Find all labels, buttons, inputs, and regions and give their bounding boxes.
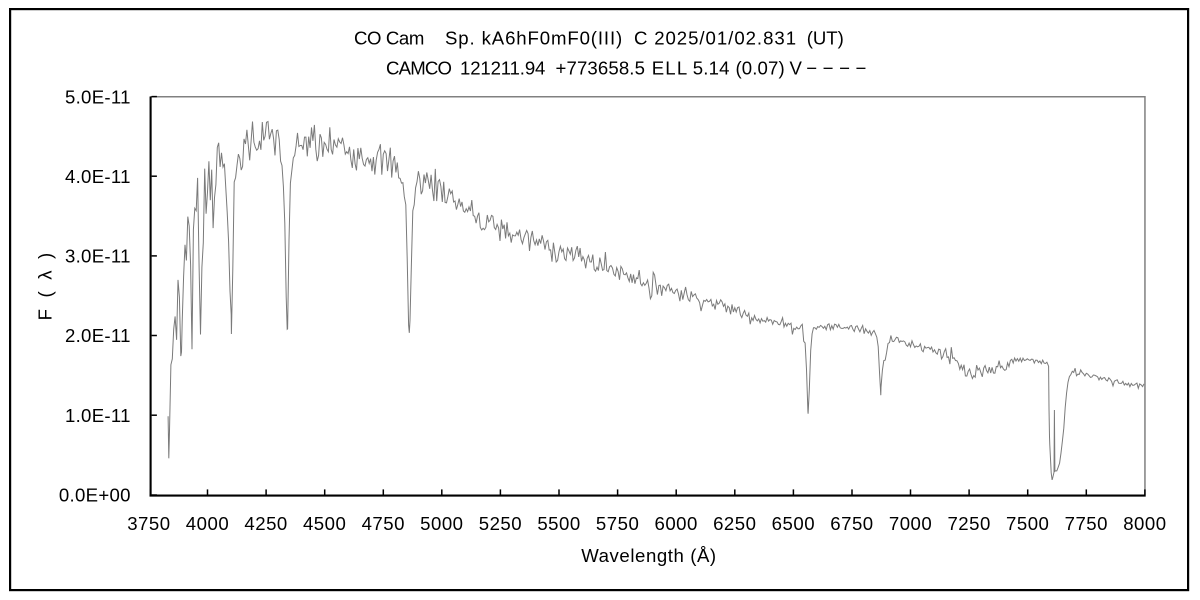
- svg-text:5500: 5500: [537, 513, 580, 534]
- svg-text:5750: 5750: [596, 513, 639, 534]
- svg-text:CAMCO: CAMCO: [386, 57, 452, 78]
- svg-text:+773658.5: +773658.5: [556, 57, 646, 78]
- svg-text:C: C: [634, 28, 647, 49]
- svg-text:F(λ): F(λ): [35, 241, 56, 320]
- svg-text:5000: 5000: [420, 513, 463, 534]
- svg-text:5.0E-11: 5.0E-11: [65, 86, 131, 107]
- svg-text:− − − −: − − − −: [806, 57, 866, 78]
- svg-text:6000: 6000: [655, 513, 698, 534]
- svg-text:(UT): (UT): [807, 28, 844, 49]
- svg-text:3.0E-11: 3.0E-11: [65, 246, 131, 267]
- svg-text:7000: 7000: [889, 513, 932, 534]
- svg-text:7500: 7500: [1006, 513, 1049, 534]
- svg-text:Wavelength (Å): Wavelength (Å): [581, 545, 717, 566]
- svg-text:6750: 6750: [830, 513, 873, 534]
- svg-text:7250: 7250: [947, 513, 990, 534]
- svg-text:2025/01/02.831: 2025/01/02.831: [654, 28, 797, 49]
- svg-text:6250: 6250: [713, 513, 756, 534]
- svg-text:3750: 3750: [127, 513, 170, 534]
- svg-text:2.0E-11: 2.0E-11: [65, 325, 131, 346]
- svg-text:7750: 7750: [1065, 513, 1108, 534]
- svg-text:4000: 4000: [186, 513, 229, 534]
- svg-text:4750: 4750: [362, 513, 405, 534]
- svg-text:Sp. kA6hF0mF0(III): Sp. kA6hF0mF0(III): [445, 28, 623, 49]
- svg-text:ELL: ELL: [652, 57, 689, 78]
- svg-text:1.0E-11: 1.0E-11: [65, 405, 131, 426]
- svg-text:V: V: [790, 57, 803, 78]
- svg-text:8000: 8000: [1123, 513, 1166, 534]
- svg-text:5.14: 5.14: [693, 57, 730, 78]
- svg-text:121211.94: 121211.94: [460, 57, 545, 78]
- svg-text:4250: 4250: [244, 513, 287, 534]
- svg-text:0.0E+00: 0.0E+00: [59, 484, 131, 505]
- svg-text:5250: 5250: [479, 513, 522, 534]
- svg-text:6500: 6500: [772, 513, 815, 534]
- svg-text:CO Cam: CO Cam: [354, 28, 424, 49]
- svg-text:(0.07): (0.07): [736, 57, 785, 78]
- svg-text:4500: 4500: [303, 513, 346, 534]
- svg-text:4.0E-11: 4.0E-11: [65, 166, 131, 187]
